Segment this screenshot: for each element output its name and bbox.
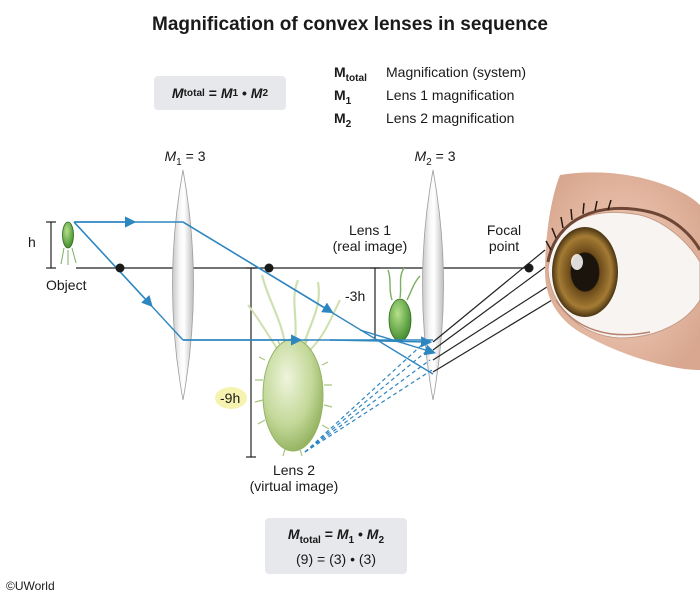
eye-focal-point — [524, 263, 534, 273]
bottom-m2-sub: 2 — [378, 534, 385, 546]
lens2-image-height-bar — [246, 267, 256, 458]
numeric-magnification-formula: Mtotal = M1 • M2 (9) = (3) • (3) — [265, 518, 407, 574]
lens1-sub: 1 — [176, 156, 182, 168]
focal-point-label-line1: Focal — [486, 222, 522, 238]
bottom-mtotal: M — [287, 526, 300, 542]
lens1-magnification-label: M1 = 3 — [150, 148, 220, 168]
virtual-ray-extensions — [304, 341, 433, 453]
virtual-image-bacterium — [247, 274, 341, 457]
bottom-m1: M — [336, 526, 349, 542]
copyright: ©UWorld — [6, 579, 55, 593]
bottom-m1-sub: 1 — [348, 534, 355, 546]
lens1-image-label-line1: Lens 1 — [348, 222, 392, 238]
minus9h-highlight — [215, 387, 247, 409]
eye-illustration — [545, 172, 700, 370]
lens2-image-label-line1: Lens 2 — [272, 462, 316, 478]
lens2-image-label: Lens 2 (virtual image) — [236, 462, 352, 494]
formula-m1: M — [220, 85, 233, 101]
bottom-m2: M — [366, 526, 379, 542]
object-height-label: h — [28, 234, 36, 250]
formula-m2: M — [250, 85, 263, 101]
page-title: Magnification of convex lenses in sequen… — [152, 14, 548, 35]
legend-desc: Lens 2 magnification — [386, 110, 515, 126]
formula-mtotal: M — [171, 85, 184, 101]
lens1-image-height-bar — [370, 267, 380, 341]
formula-m2-sub: 2 — [262, 87, 269, 99]
legend-desc: Magnification (system) — [386, 64, 527, 80]
lens1-focal-point — [115, 263, 125, 273]
legend-row-mtotal: Mtotal Magnification (system) — [334, 64, 526, 87]
formula-equals: = — [204, 85, 221, 101]
lens2-sym: M — [414, 148, 427, 164]
bottom-equals: = — [320, 526, 337, 542]
lens-1 — [172, 169, 194, 401]
legend-sub: 2 — [345, 118, 352, 130]
lens2-image-label-line2: (virtual image) — [249, 478, 339, 494]
formula-mtotal-sub: total — [183, 87, 205, 99]
bottom-dot: • — [354, 526, 367, 542]
legend-sub: 1 — [345, 95, 352, 107]
object-bacterium — [60, 221, 77, 265]
legend-sub: total — [345, 72, 367, 84]
lens2-magnification-label: M2 = 3 — [400, 148, 470, 168]
formula-dot: • — [238, 85, 251, 101]
lens2-image-height-label: -9h — [220, 390, 241, 406]
lens1-sym: M — [164, 148, 177, 164]
lens1-image-label: Lens 1 (real image) — [322, 222, 418, 254]
lens2-val: = 3 — [431, 148, 456, 164]
light-rays — [73, 216, 437, 375]
legend-desc: Lens 1 magnification — [386, 87, 515, 103]
lens1-image-height-label: -3h — [345, 288, 366, 304]
legend-sym: M — [334, 110, 346, 126]
bottom-mtotal-sub: total — [299, 534, 321, 546]
object-height-bar — [46, 221, 56, 269]
lens2-sub: 2 — [426, 156, 432, 168]
lens1-image-label-line2: (real image) — [332, 238, 408, 254]
legend: Mtotal Magnification (system) M1 Lens 1 … — [334, 64, 526, 133]
legend-row-m1: M1 Lens 1 magnification — [334, 87, 526, 110]
focal-point-label: Focal point — [478, 222, 530, 254]
focal-point-label-line2: point — [488, 238, 520, 254]
legend-sym: M — [334, 87, 346, 103]
object-label: Object — [46, 277, 87, 293]
lens1-val: = 3 — [181, 148, 206, 164]
legend-sym: M — [334, 64, 346, 80]
legend-row-m2: M2 Lens 2 magnification — [334, 110, 526, 133]
real-image-bacterium — [387, 267, 421, 342]
bottom-numeric: (9) = (3) • (3) — [296, 550, 376, 567]
lens-2 — [422, 169, 444, 401]
formula-m1-sub: 1 — [232, 87, 239, 99]
lens1-image-focal-point — [264, 263, 274, 273]
